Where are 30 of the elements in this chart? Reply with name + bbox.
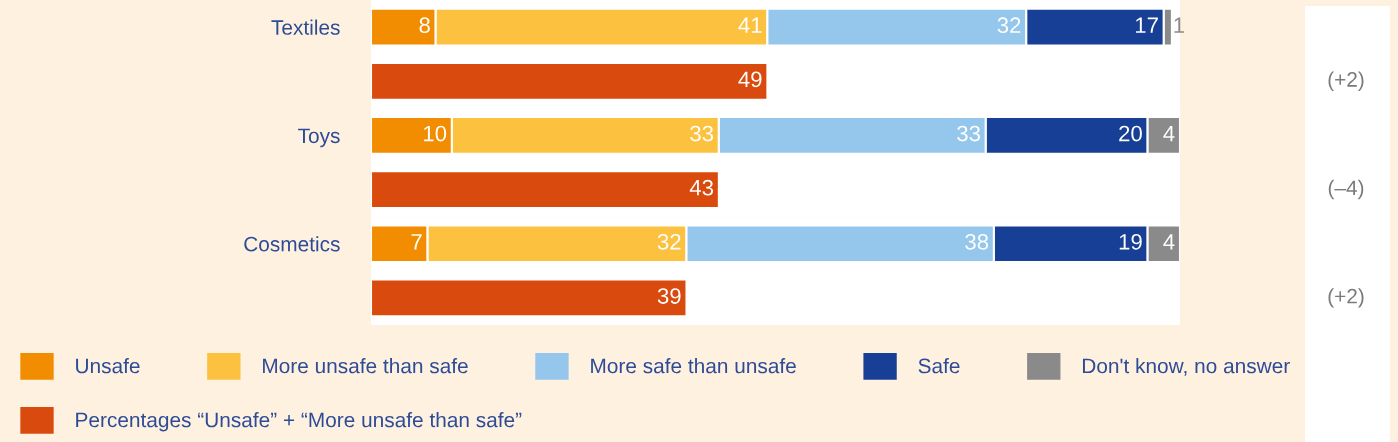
y-tick-label: Textiles	[271, 19, 340, 35]
data-label: 7	[411, 234, 422, 250]
data-label: 20	[1119, 125, 1142, 142]
data-label: 8	[419, 17, 430, 34]
y-tick-label: Cosmetics	[244, 236, 340, 252]
text: (+2)	[1328, 288, 1364, 308]
data-label: 10	[424, 125, 447, 142]
data-label: 32	[997, 17, 1021, 34]
y-tick-label: Toys	[298, 128, 340, 148]
data-label: 19	[1119, 233, 1142, 250]
data-label: 43	[689, 179, 714, 196]
data-label: 33	[957, 125, 981, 142]
data-label: 41	[738, 17, 762, 33]
data-label: 17	[1135, 17, 1158, 33]
legend-label: Percentages “Unsafe” + “More unsafe than safe”	[76, 412, 522, 432]
text: (–4)	[1328, 179, 1364, 200]
legend-label: Don't know, no answer	[1082, 358, 1290, 376]
data-label: 33	[690, 125, 714, 142]
data-label: 39	[657, 288, 681, 304]
legend-label: Safe	[918, 358, 960, 374]
legend-label: More unsafe than safe	[263, 358, 468, 374]
data-label: 32	[657, 233, 681, 250]
data-label: 49	[738, 71, 762, 88]
data-label: 4	[1163, 125, 1175, 142]
text: (+2)	[1328, 71, 1364, 91]
data-label: 38	[965, 233, 989, 250]
data-label: 1	[1174, 17, 1184, 33]
legend-label: More safe than unsafe	[591, 358, 796, 374]
data-label: 4	[1163, 234, 1175, 250]
legend-label: Unsafe	[76, 358, 140, 374]
